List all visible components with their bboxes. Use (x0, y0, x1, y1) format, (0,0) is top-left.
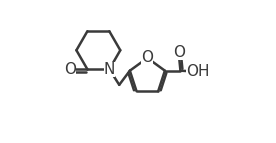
Text: O: O (173, 45, 185, 60)
Text: O: O (64, 62, 76, 77)
Text: O: O (141, 50, 153, 65)
Text: N: N (104, 62, 115, 77)
Text: OH: OH (186, 64, 209, 79)
